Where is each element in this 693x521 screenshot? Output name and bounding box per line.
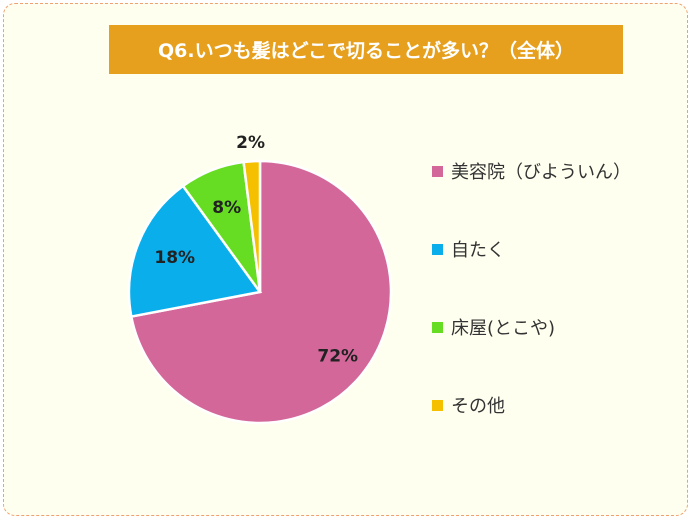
- legend-swatch: [432, 165, 443, 177]
- legend: 美容院（びよういん） 自たく 床屋(とこや) その他: [432, 156, 631, 468]
- legend-label: 美容院（びよういん）: [451, 162, 631, 183]
- legend-label: 自たく: [451, 240, 505, 261]
- legend-swatch: [432, 321, 443, 333]
- legend-item-jitaku: 自たく: [432, 234, 631, 264]
- legend-label: 床屋(とこや): [451, 318, 556, 339]
- legend-item-tokoya: 床屋(とこや): [432, 312, 631, 342]
- pie-data-label: 72%: [317, 346, 358, 366]
- pie-slice-jitaku: [127, 184, 263, 319]
- pie-slice-sonota: [242, 159, 262, 293]
- legend-label: その他: [451, 396, 505, 417]
- legend-item-biyouin: 美容院（びよういん）: [432, 156, 631, 186]
- legend-item-sonota: その他: [432, 390, 631, 420]
- legend-swatch: [432, 399, 443, 411]
- pie-data-label: 18%: [154, 248, 195, 268]
- pie-data-label: 2%: [236, 133, 265, 153]
- pie-data-label: 8%: [212, 198, 241, 218]
- legend-swatch: [432, 243, 443, 255]
- chart-title: Q6.いつも髪はどこで切ることが多い？（全体）: [109, 25, 623, 74]
